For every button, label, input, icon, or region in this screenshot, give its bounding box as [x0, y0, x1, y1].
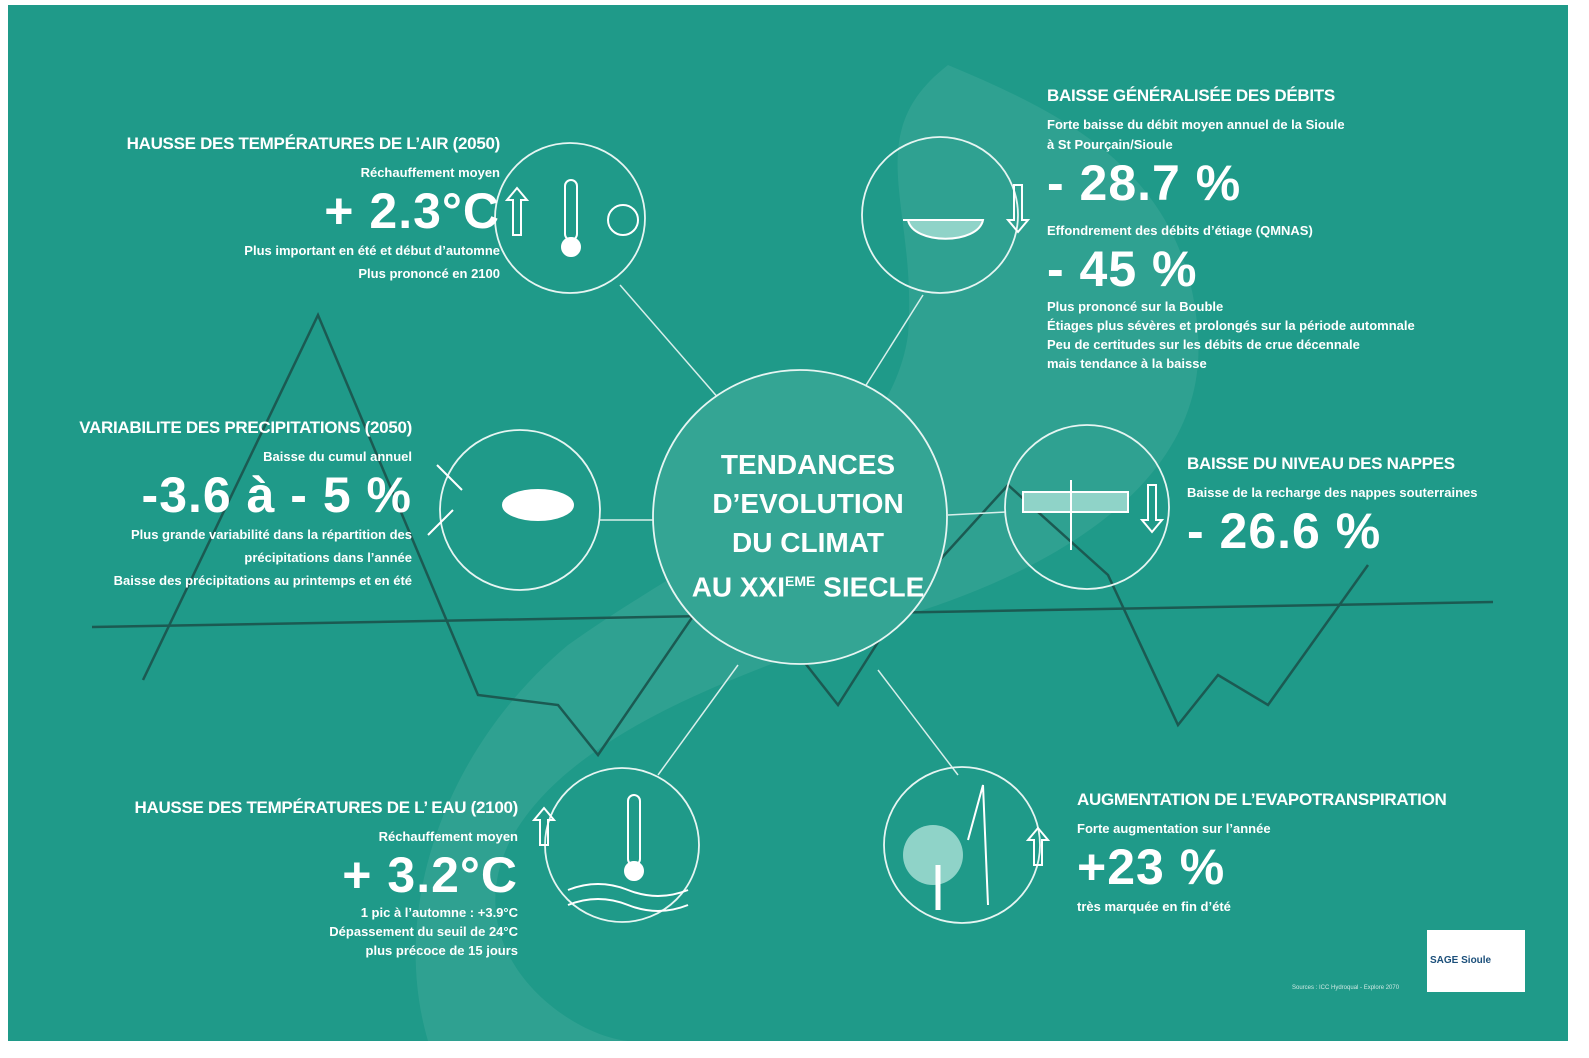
section-note: très marquée en fin d’été — [1077, 899, 1231, 914]
section-note: plus précoce de 15 jours — [365, 943, 518, 958]
section-value: - 28.7 % — [1047, 155, 1242, 211]
section-subtitle: Réchauffement moyen — [378, 829, 518, 844]
logo-text: SAGE Sioule — [1430, 955, 1492, 966]
section-value: - 45 % — [1047, 241, 1198, 297]
icons — [427, 179, 1165, 912]
section-note: Peu de certitudes sur les débits de crue… — [1047, 337, 1360, 352]
center-text: SIECLE — [815, 571, 925, 603]
section-title: BAISSE DU NIVEAU DES NAPPES — [1187, 454, 1455, 473]
source: Sources : ICC Hydroqual - Explore 2070 — [1292, 985, 1400, 991]
background-art — [91, 65, 1525, 1041]
section-subtitle: Forte augmentation sur l’année — [1077, 821, 1271, 836]
section-note: mais tendance à la baisse — [1047, 356, 1207, 371]
section-note: Étiages plus sévères et prolongés sur la… — [1047, 318, 1415, 333]
infographic: TENDANCES D’EVOLUTION DU CLIMAT AU XXIEME S… — [8, 5, 1568, 1041]
section-note: Plus prononcé sur la Bouble — [1047, 299, 1224, 314]
section-subtitle: Effondrement des débits d’étiage (QMNAS) — [1047, 223, 1313, 238]
section-note: 1 pic à l’automne : +3.9°C — [360, 905, 518, 920]
circles — [439, 136, 1170, 924]
center-line: AU XXIEME SIECLE — [660, 562, 956, 606]
section-subtitle: Baisse du cumul annuel — [263, 449, 412, 464]
section: HAUSSE DES TEMPÉRATURES DE L’AIR (2050) R… — [126, 133, 501, 285]
section-note: Plus grande variabilité dans la répartit… — [130, 527, 412, 542]
section-value: + 2.3°C — [324, 183, 500, 239]
section-subtitle: Réchauffement moyen — [360, 165, 500, 180]
center-title: TENDANCES D’EVOLUTION DU CLIMAT AU XXIEME S… — [660, 445, 956, 606]
center-line: DU CLIMAT — [732, 527, 884, 558]
zigzag-line — [141, 311, 1370, 758]
center-sup: EME — [785, 573, 816, 589]
logo-box — [1427, 930, 1525, 992]
section: VARIABILITE DES PRECIPITATIONS (2050) Bai… — [79, 417, 412, 592]
section-note: Dépassement du seuil de 24°C — [329, 924, 518, 939]
center-text: AU XXI — [691, 571, 786, 603]
section: BAISSE DU NIVEAU DES NAPPES Baisse de la … — [1187, 453, 1477, 559]
section-value: -3.6 à - 5 % — [141, 467, 412, 523]
section: AUGMENTATION DE L’EVAPOTRANSPIRATION Fort… — [1077, 789, 1447, 918]
section-title: HAUSSE DES TEMPÉRATURES DE L’AIR (2050) — [126, 134, 501, 153]
section-note: Baisse des précipitations au printemps e… — [113, 573, 412, 588]
center-line: TENDANCES — [720, 449, 896, 480]
section-subtitle: à St Pourçain/Sioule — [1047, 137, 1173, 152]
center-line: D’EVOLUTION — [712, 488, 904, 519]
section-note: précipitations dans l’année — [244, 550, 412, 565]
section: HAUSSE DES TEMPÉRATURES DE L’ EAU (2100)… — [135, 797, 519, 960]
section-subtitle: Forte baisse du débit moyen annuel de la… — [1047, 117, 1345, 132]
section-note: Plus important en été et début d’automne — [244, 243, 500, 258]
section: BAISSE GÉNÉRALISÉE DES DÉBITS Forte baiss… — [1047, 85, 1415, 373]
section-title: VARIABILITE DES PRECIPITATIONS (2050) — [79, 418, 412, 437]
section-value: - 26.6 % — [1187, 503, 1382, 559]
section-value: +23 % — [1077, 839, 1226, 895]
connectors — [600, 284, 1007, 776]
section-value: + 3.2°C — [342, 847, 518, 903]
section-note: Plus prononcé en 2100 — [358, 266, 500, 281]
section-title: AUGMENTATION DE L’EVAPOTRANSPIRATION — [1077, 790, 1447, 809]
section-title: HAUSSE DES TEMPÉRATURES DE L’ EAU (2100) — [134, 798, 519, 817]
section-title: BAISSE GÉNÉRALISÉE DES DÉBITS — [1047, 86, 1335, 105]
section-subtitle: Baisse de la recharge des nappes souterr… — [1187, 485, 1478, 500]
